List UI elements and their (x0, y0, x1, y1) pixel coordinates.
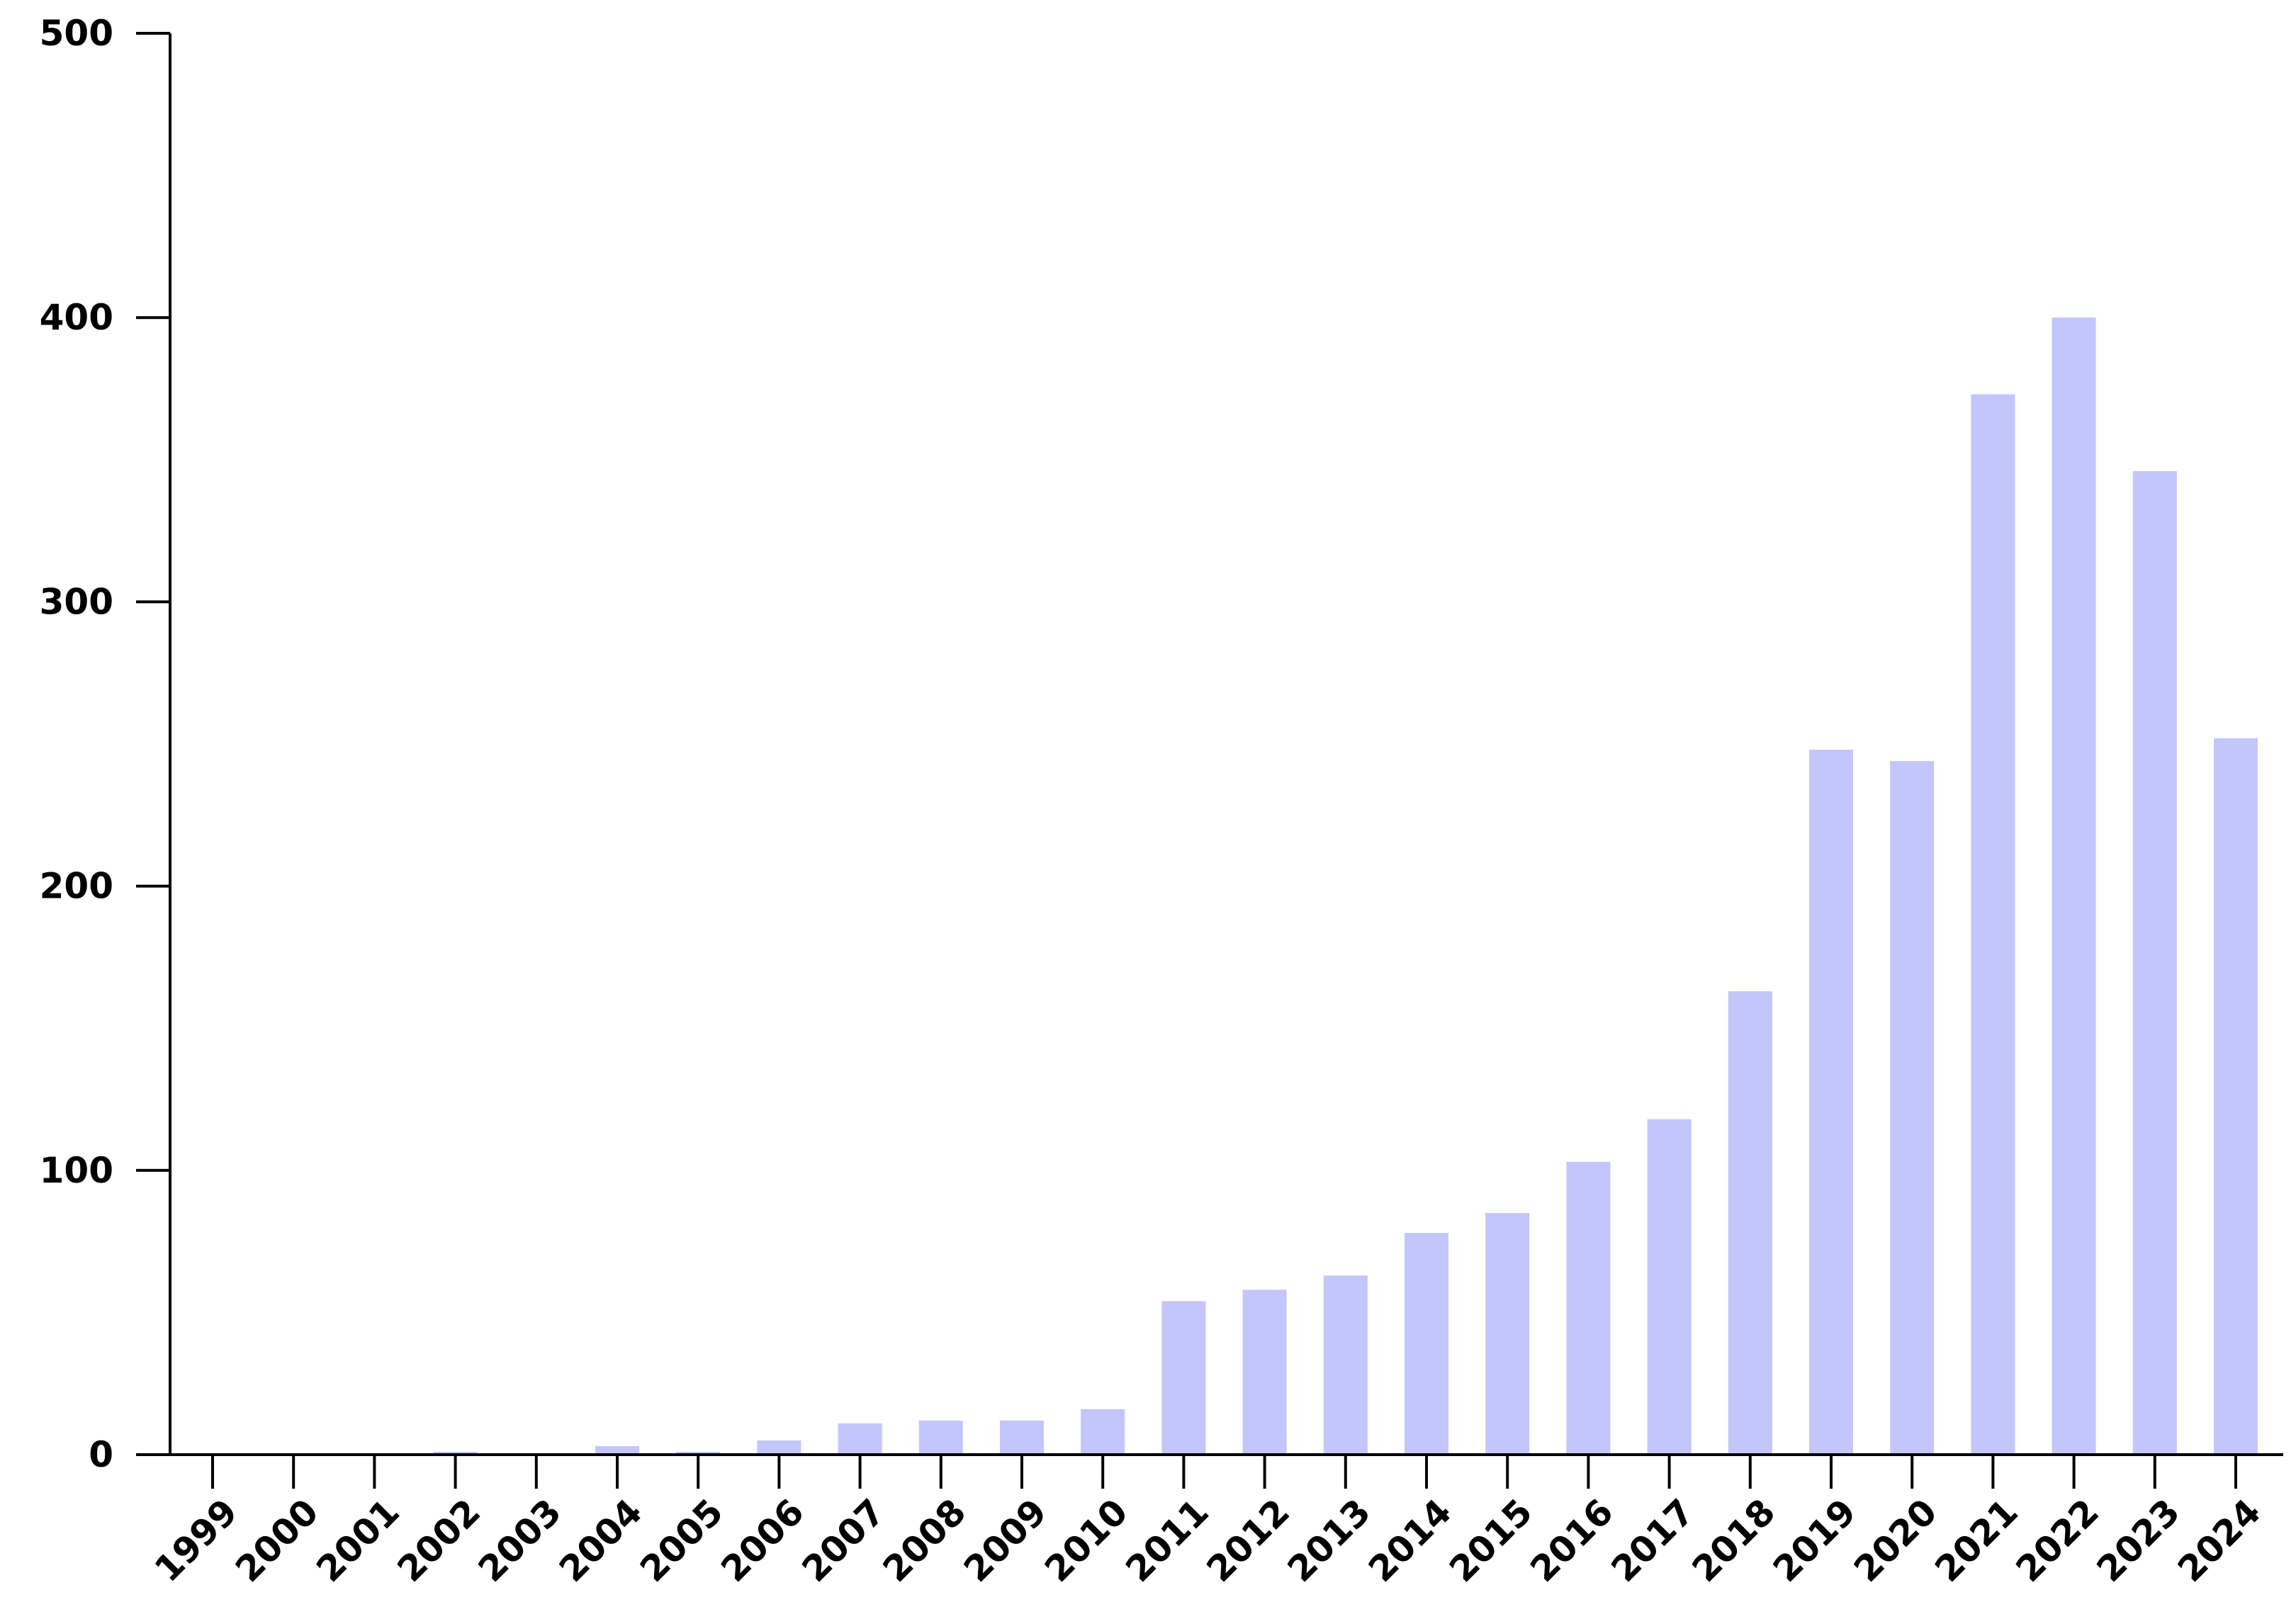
x-tick-label-2010: 2010 (1037, 1491, 1135, 1589)
bar-2014 (1405, 1233, 1448, 1455)
x-tick-label-2011: 2011 (1118, 1491, 1216, 1589)
y-axis-ticks: 0 100 200 300 400 500 (40, 13, 170, 1475)
x-tick-label-2013: 2013 (1280, 1491, 1378, 1589)
x-tick-label-2023: 2023 (2089, 1491, 2188, 1589)
bar-2012 (1242, 1290, 1287, 1455)
x-tick-label-2004: 2004 (551, 1491, 650, 1589)
x-tick-label-2020: 2020 (1846, 1491, 1945, 1589)
y-tick-label-400: 400 (40, 297, 113, 338)
bar-2004 (595, 1445, 639, 1455)
x-tick-label-1999: 1999 (147, 1491, 245, 1589)
bar-2023 (2132, 470, 2177, 1455)
x-tick-label-2022: 2022 (2008, 1491, 2107, 1589)
x-axis-ticks: 1999200020012002200320042005200620072008… (147, 1455, 2269, 1590)
bar-2018 (1728, 991, 1772, 1455)
x-tick-label-2006: 2006 (713, 1491, 811, 1589)
y-tick-label-300: 300 (40, 581, 113, 622)
x-tick-label-2009: 2009 (956, 1491, 1054, 1589)
x-tick-label-2002: 2002 (390, 1491, 488, 1589)
x-tick-label-2005: 2005 (632, 1491, 731, 1589)
x-tick-label-2008: 2008 (875, 1491, 974, 1589)
bar-group (433, 317, 2258, 1455)
bar-2008 (918, 1420, 963, 1455)
bar-2022 (2052, 317, 2096, 1455)
x-tick-label-2019: 2019 (1765, 1491, 1864, 1589)
x-tick-label-2018: 2018 (1684, 1491, 1783, 1589)
axes (136, 33, 2283, 1456)
bar-2005 (676, 1451, 721, 1455)
bar-2007 (838, 1423, 882, 1455)
y-tick-label-500: 500 (40, 13, 113, 54)
bar-2016 (1566, 1161, 1611, 1455)
y-tick-label-0: 0 (89, 1434, 113, 1475)
bar-2015 (1485, 1212, 1530, 1455)
x-tick-label-2001: 2001 (308, 1491, 407, 1589)
bar-2010 (1081, 1409, 1125, 1455)
x-tick-label-2012: 2012 (1199, 1491, 1298, 1589)
bar-2002 (433, 1451, 478, 1455)
x-tick-label-2016: 2016 (1522, 1491, 1621, 1589)
x-tick-label-2015: 2015 (1441, 1491, 1540, 1589)
x-tick-label-2003: 2003 (471, 1491, 569, 1589)
x-tick-label-2000: 2000 (227, 1491, 326, 1589)
bar-2020 (1890, 761, 1935, 1455)
bar-2011 (1161, 1301, 1206, 1455)
x-tick-label-2017: 2017 (1604, 1491, 1702, 1589)
y-tick-label-200: 200 (40, 866, 113, 907)
bar-2009 (1000, 1420, 1044, 1455)
bar-2021 (1971, 394, 2015, 1455)
bar-2024 (2214, 738, 2258, 1455)
x-tick-label-2024: 2024 (2170, 1491, 2268, 1589)
x-tick-label-2021: 2021 (1927, 1491, 2025, 1589)
bar-2019 (1809, 750, 1853, 1455)
bar-2006 (757, 1440, 801, 1455)
bar-2013 (1323, 1275, 1368, 1455)
x-tick-label-2007: 2007 (794, 1491, 893, 1589)
bar-2017 (1647, 1119, 1692, 1455)
y-tick-label-100: 100 (40, 1150, 113, 1191)
x-tick-label-2014: 2014 (1361, 1491, 1459, 1589)
